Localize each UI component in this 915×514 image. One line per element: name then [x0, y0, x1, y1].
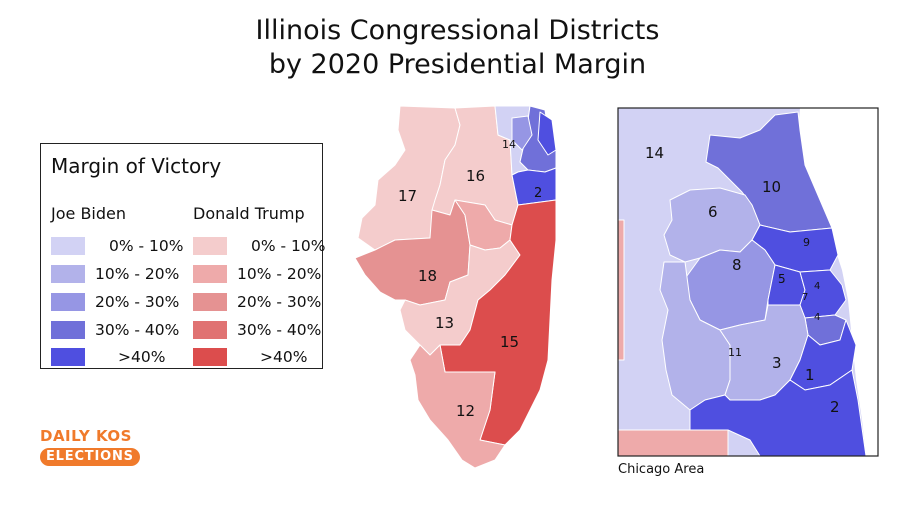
legend: Margin of Victory Joe Biden Donald Trump…: [40, 143, 326, 369]
inset-caption: Chicago Area: [618, 462, 705, 477]
inset-label-14: 14: [645, 144, 664, 162]
legend-swatch: [193, 321, 227, 339]
title-line-1: Illinois Congressional Districts: [255, 15, 660, 46]
state-label-14: 14: [502, 138, 516, 151]
state-label-18: 18: [418, 267, 437, 285]
legend-biden-row-4: 30% - 40%: [51, 320, 179, 340]
legend-trump-row-4: 30% - 40%: [193, 320, 321, 340]
legend-label: >40%: [118, 348, 166, 366]
legend-label: 10% - 20%: [95, 265, 180, 283]
legend-label: 30% - 40%: [95, 321, 180, 339]
legend-trump-row-3: 20% - 30%: [193, 292, 321, 312]
legend-trump-row-5: >40%: [193, 347, 307, 367]
inset-label-5: 5: [778, 272, 786, 286]
inset-label-2: 2: [830, 398, 840, 416]
logo-line-1: DAILY KOS: [40, 427, 132, 445]
legend-biden-row-1: 0% - 10%: [51, 236, 184, 256]
inset-label-3: 3: [772, 354, 782, 372]
logo-line-2: ELECTIONS: [40, 448, 140, 466]
legend-label: 20% - 30%: [95, 293, 180, 311]
inset-label-1: 1: [805, 366, 815, 384]
inset-label-4b: 4: [814, 312, 820, 323]
legend-biden-row-2: 10% - 20%: [51, 264, 179, 284]
legend-title: Margin of Victory: [51, 154, 222, 178]
daily-kos-elections-logo: DAILY KOS ELECTIONS: [40, 428, 144, 466]
state-label-15: 15: [500, 333, 519, 351]
inset-label-8: 8: [732, 256, 742, 274]
legend-trump-row-1: 0% - 10%: [193, 236, 326, 256]
district-12: [409, 344, 506, 469]
inset-label-11: 11: [728, 346, 742, 359]
legend-label: 0% - 10%: [251, 237, 326, 255]
map-title: Illinois Congressional Districts by 2020…: [0, 14, 915, 82]
legend-biden-row-5: >40%: [51, 347, 165, 367]
legend-swatch: [193, 293, 227, 311]
legend-swatch: [51, 321, 85, 339]
inset-label-4a: 4: [814, 281, 820, 292]
title-line-2: by 2020 Presidential Margin: [268, 49, 647, 80]
legend-swatch: [193, 348, 227, 366]
inset-trump-west: [618, 219, 625, 361]
inset-label-10: 10: [762, 178, 781, 196]
inset-trump-south: [618, 429, 729, 456]
state-label-16: 16: [466, 167, 485, 185]
chicago-inset-map: 14 10 6 9 8 5 4 7 4 11 3 1 2: [617, 107, 879, 457]
legend-swatch: [51, 237, 85, 255]
legend-label: 0% - 10%: [109, 237, 184, 255]
legend-label: >40%: [260, 348, 308, 366]
state-label-13: 13: [435, 314, 454, 332]
inset-frame: [617, 107, 879, 457]
legend-label: 30% - 40%: [237, 321, 322, 339]
legend-label: 10% - 20%: [237, 265, 322, 283]
state-label-12: 12: [456, 402, 475, 420]
state-label-2: 2: [534, 186, 542, 201]
chicago-dark: [537, 111, 557, 156]
inset-label-9: 9: [803, 236, 810, 249]
legend-trump-row-2: 10% - 20%: [193, 264, 321, 284]
legend-biden-header: Joe Biden: [51, 204, 126, 223]
legend-swatch: [51, 348, 85, 366]
inset-label-7: 7: [802, 292, 808, 303]
legend-label: 20% - 30%: [237, 293, 322, 311]
legend-swatch: [193, 237, 227, 255]
chicago-mid: [511, 115, 533, 151]
legend-biden-row-3: 20% - 30%: [51, 292, 179, 312]
state-label-17: 17: [398, 187, 417, 205]
legend-trump-header: Donald Trump: [193, 204, 305, 223]
legend-swatch: [193, 265, 227, 283]
inset-district-2: [689, 369, 867, 456]
inset-label-6: 6: [708, 203, 718, 221]
legend-swatch: [51, 293, 85, 311]
legend-swatch: [51, 265, 85, 283]
illinois-statewide-map: [354, 105, 557, 469]
